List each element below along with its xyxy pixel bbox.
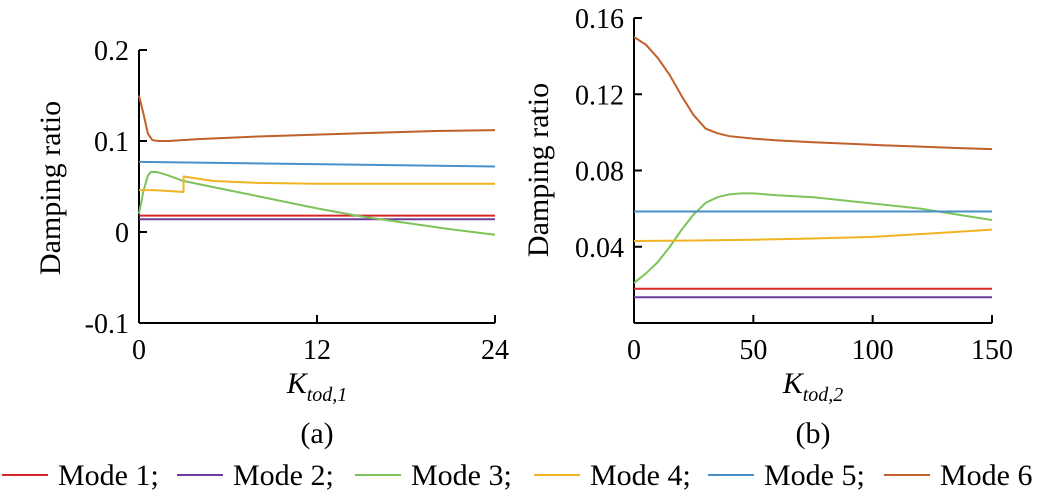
x-tick-label: 150 xyxy=(971,335,1013,366)
chart-panel-a: -0.100.10.2 0 12 24 Damping ratio Ktod,1 (… xyxy=(34,36,509,450)
y-ticks: 0.04 0.08 0.12 0.16 xyxy=(575,4,642,264)
x-axis-label: Ktod,1 xyxy=(286,367,348,406)
series-line-mode-6 xyxy=(633,36,993,151)
y-tick-label: 0.12 xyxy=(575,80,624,111)
series-line-mode-3 xyxy=(138,170,496,236)
legend-label: Mode 3; xyxy=(411,459,512,492)
legend-label: Mode 5; xyxy=(764,459,865,492)
y-axis-label: Damping ratio xyxy=(522,83,555,257)
series-group xyxy=(633,36,993,299)
y-axis-label: Damping ratio xyxy=(34,101,67,275)
legend-label: Mode 2; xyxy=(233,459,334,492)
legend: Mode 1; Mode 2; Mode 3; Mode 4; Mode 5; Mode … xyxy=(2,459,1033,492)
x-tick-label: 12 xyxy=(303,335,331,366)
panel-caption-a: (a) xyxy=(300,417,333,450)
x-tick-label: 0 xyxy=(627,335,641,366)
y-tick-label: -0.1 xyxy=(85,309,129,340)
x-axis-label-sub: tod,1 xyxy=(307,384,348,406)
y-tick-label: 0 xyxy=(115,218,129,249)
chart-panel-b: 0.04 0.08 0.12 0.16 0 50 100 150 Damping ratio… xyxy=(522,4,1013,450)
y-tick-label: 0.16 xyxy=(575,4,624,35)
x-axis-label-sub: tod,2 xyxy=(803,384,844,406)
x-axis-label-main: K xyxy=(782,367,805,400)
series-line-mode-4 xyxy=(139,175,495,193)
legend-label: Mode 1; xyxy=(58,459,159,492)
series-line-mode-4 xyxy=(633,228,993,243)
y-tick-label: 0.04 xyxy=(575,233,624,264)
x-axis-label: Ktod,2 xyxy=(782,367,844,406)
x-ticks: 0 12 24 xyxy=(132,315,509,366)
x-tick-label: 100 xyxy=(852,335,894,366)
x-tick-label: 0 xyxy=(132,335,146,366)
legend-label: Mode 6 xyxy=(940,459,1033,492)
y-tick-label: 0.08 xyxy=(575,157,624,188)
y-tick-label: 0.1 xyxy=(94,127,129,158)
x-ticks: 0 50 100 150 xyxy=(627,315,1013,366)
y-ticks: -0.1 0 0.1 0.2 xyxy=(85,36,147,340)
x-tick-label: 24 xyxy=(481,335,509,366)
series-group xyxy=(138,95,496,236)
series-line-mode-3 xyxy=(633,192,993,284)
y-tick-label: 0.2 xyxy=(94,36,129,67)
x-tick-label: 50 xyxy=(739,335,767,366)
x-axis-label-main: K xyxy=(286,367,309,400)
legend-label: Mode 4; xyxy=(590,459,691,492)
series-line-mode-5 xyxy=(138,160,496,168)
panel-caption-b: (b) xyxy=(796,417,831,450)
series-line-mode-6 xyxy=(138,95,496,142)
